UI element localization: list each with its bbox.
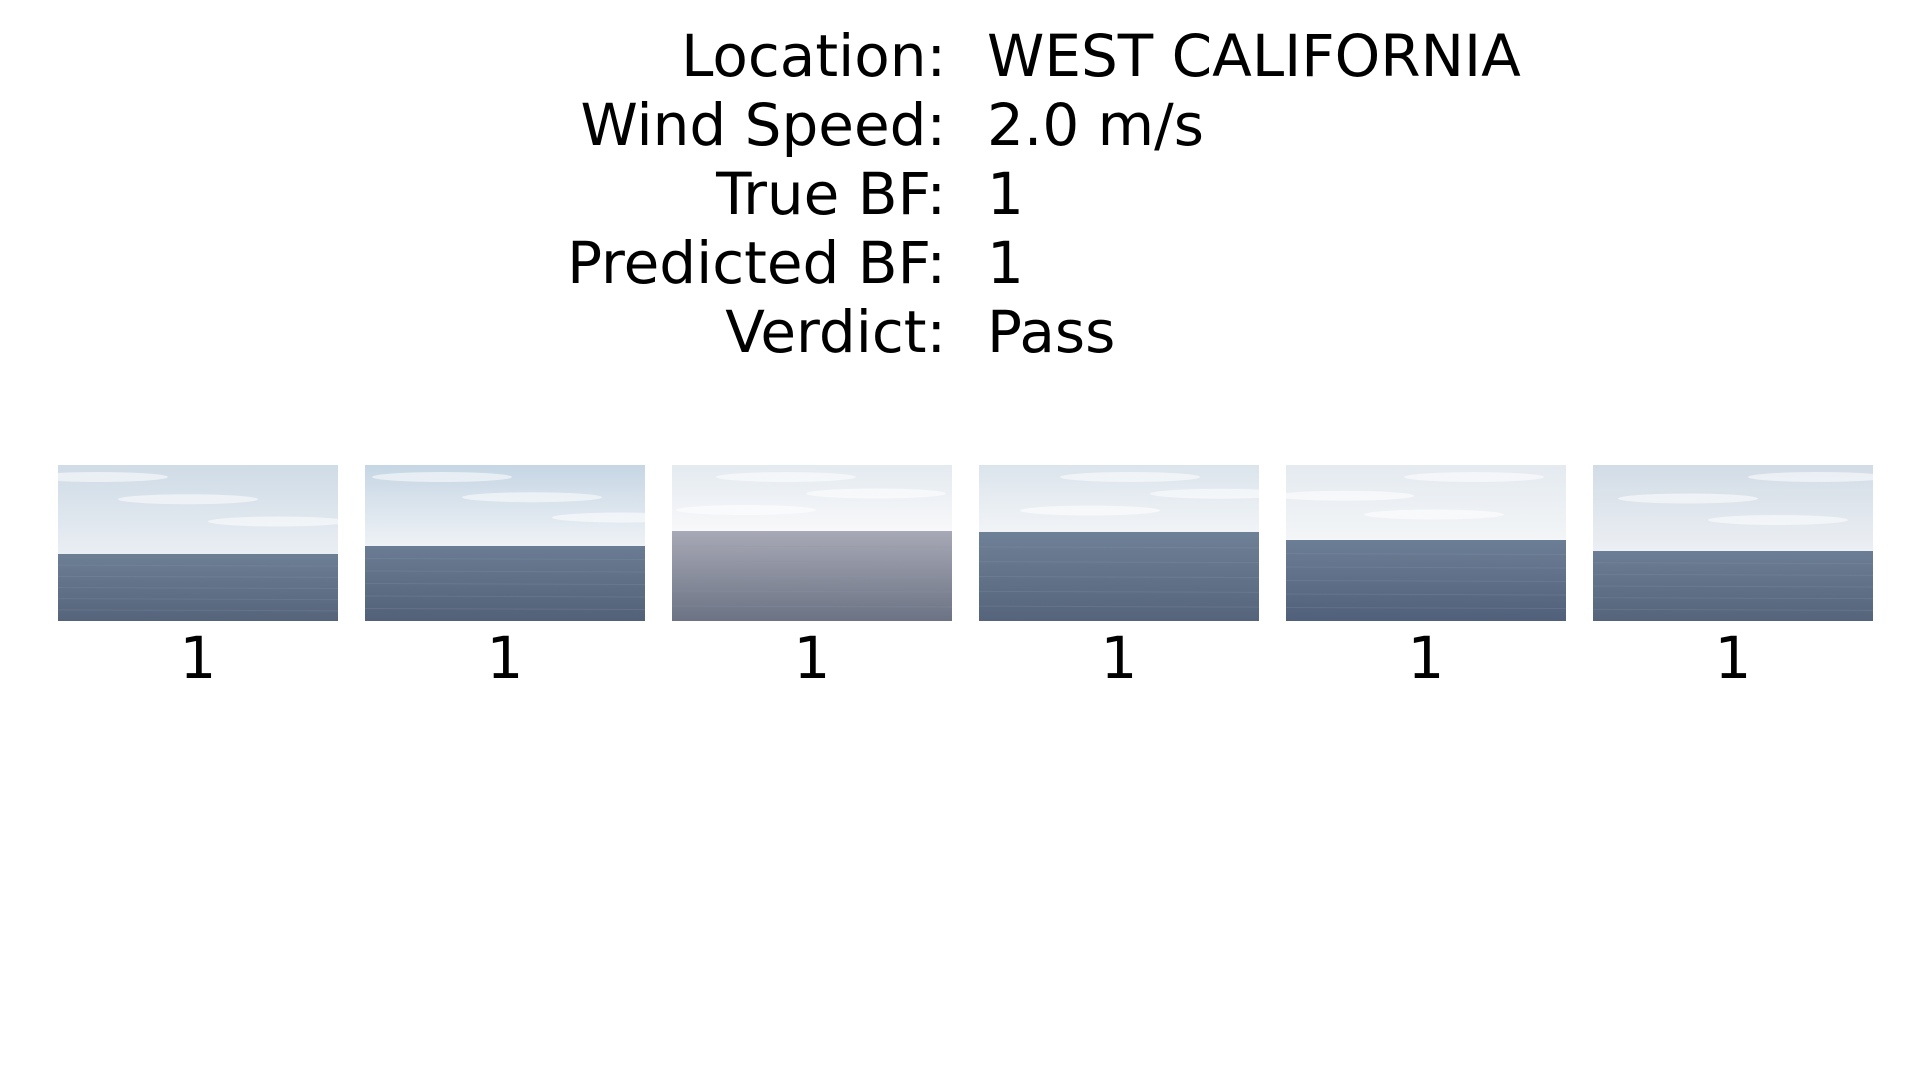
wave-line bbox=[672, 560, 952, 563]
cloud bbox=[1748, 472, 1873, 482]
sea-photo bbox=[58, 465, 338, 621]
true-bf-value: 1 bbox=[987, 160, 1024, 228]
sea bbox=[672, 531, 952, 621]
cloud bbox=[1404, 472, 1544, 482]
wave-line bbox=[1286, 580, 1566, 582]
wave-line bbox=[672, 575, 952, 578]
cloud bbox=[806, 488, 946, 499]
cloud bbox=[1364, 509, 1504, 520]
thumbnail-6: 1 bbox=[1593, 465, 1873, 693]
wave-line bbox=[1286, 553, 1566, 555]
location-value: WEST CALIFORNIA bbox=[987, 22, 1521, 90]
sea-photo bbox=[979, 465, 1259, 621]
cloud bbox=[1286, 490, 1414, 501]
sea-photo bbox=[1286, 465, 1566, 621]
thumbnail-label: 1 bbox=[486, 624, 524, 692]
sea-photo-image bbox=[1286, 465, 1566, 621]
cloud bbox=[58, 472, 168, 482]
cloud bbox=[716, 472, 856, 482]
wave-line bbox=[1593, 573, 1873, 576]
wave-line bbox=[58, 598, 338, 601]
wave-line bbox=[365, 608, 645, 610]
info-panel: Location: WEST CALIFORNIA Wind Speed: 2.… bbox=[0, 22, 1920, 367]
thumbnail-5: 1 bbox=[1286, 465, 1566, 693]
predicted-bf-value: 1 bbox=[987, 229, 1024, 297]
cloud bbox=[462, 492, 602, 503]
wave-line bbox=[1286, 593, 1566, 596]
wave-line bbox=[365, 583, 645, 585]
thumbnail-label: 1 bbox=[1714, 624, 1752, 692]
thumbnail-label: 1 bbox=[1100, 624, 1138, 692]
wave-line bbox=[979, 546, 1259, 549]
wave-line bbox=[1593, 608, 1873, 611]
wave-line bbox=[672, 545, 952, 548]
sea-photo bbox=[672, 465, 952, 621]
thumbnail-label: 1 bbox=[1407, 624, 1445, 692]
cloud bbox=[1150, 488, 1259, 499]
cloud bbox=[676, 505, 816, 515]
wave-line bbox=[672, 590, 952, 593]
wave-line bbox=[672, 605, 952, 608]
wave-line bbox=[1286, 566, 1566, 569]
sea bbox=[365, 546, 645, 621]
sea-photo-image bbox=[1593, 465, 1873, 621]
predicted-bf-label: Predicted BF: bbox=[567, 229, 946, 297]
wave-line bbox=[1593, 597, 1873, 600]
sea-photo-image bbox=[979, 465, 1259, 621]
wave-line bbox=[58, 564, 338, 567]
sea bbox=[979, 532, 1259, 621]
wave-line bbox=[1286, 607, 1566, 609]
wind-speed-value: 2.0 m/s bbox=[987, 91, 1204, 159]
thumbnail-2: 1 bbox=[365, 465, 645, 693]
wave-line bbox=[1593, 585, 1873, 588]
sea-photo bbox=[1593, 465, 1873, 621]
wave-line bbox=[979, 605, 1259, 608]
wave-line bbox=[979, 576, 1259, 578]
info-row-predicted-bf: Predicted BF: 1 bbox=[0, 229, 1920, 298]
sea-photo-image bbox=[365, 465, 645, 621]
info-row-true-bf: True BF: 1 bbox=[0, 160, 1920, 229]
wave-line bbox=[58, 575, 338, 578]
sea bbox=[58, 554, 338, 621]
true-bf-label: True BF: bbox=[716, 160, 946, 228]
thumbnail-label: 1 bbox=[179, 624, 217, 692]
cloud bbox=[1020, 505, 1160, 516]
info-row-location: Location: WEST CALIFORNIA bbox=[0, 22, 1920, 91]
cloud bbox=[208, 516, 338, 527]
location-label: Location: bbox=[681, 22, 946, 90]
thumbnail-strip: 1 1 1 1 1 1 bbox=[58, 465, 1878, 695]
sea-photo-image bbox=[58, 465, 338, 621]
wave-line bbox=[979, 561, 1259, 564]
info-row-verdict: Verdict: Pass bbox=[0, 298, 1920, 367]
wave-line bbox=[365, 570, 645, 573]
wave-line bbox=[58, 609, 338, 612]
wave-line bbox=[1593, 562, 1873, 565]
thumbnail-3: 1 bbox=[672, 465, 952, 693]
wave-line bbox=[365, 558, 645, 560]
thumbnail-4: 1 bbox=[979, 465, 1259, 693]
wave-line bbox=[979, 590, 1259, 593]
thumbnail-1: 1 bbox=[58, 465, 338, 693]
verdict-value: Pass bbox=[987, 298, 1116, 366]
cloud bbox=[118, 494, 258, 505]
sea bbox=[1286, 540, 1566, 621]
verdict-label: Verdict: bbox=[725, 298, 946, 366]
wind-speed-label: Wind Speed: bbox=[580, 91, 946, 159]
cloud bbox=[1618, 493, 1758, 504]
cloud bbox=[1708, 515, 1848, 525]
sea bbox=[1593, 551, 1873, 621]
wave-line bbox=[58, 587, 338, 589]
cloud bbox=[1060, 472, 1200, 482]
thumbnail-label: 1 bbox=[793, 624, 831, 692]
sea-photo bbox=[365, 465, 645, 621]
wave-line bbox=[365, 595, 645, 598]
cloud bbox=[372, 472, 512, 482]
info-row-wind-speed: Wind Speed: 2.0 m/s bbox=[0, 91, 1920, 160]
cloud bbox=[552, 512, 645, 523]
sea-photo-image bbox=[672, 465, 952, 621]
